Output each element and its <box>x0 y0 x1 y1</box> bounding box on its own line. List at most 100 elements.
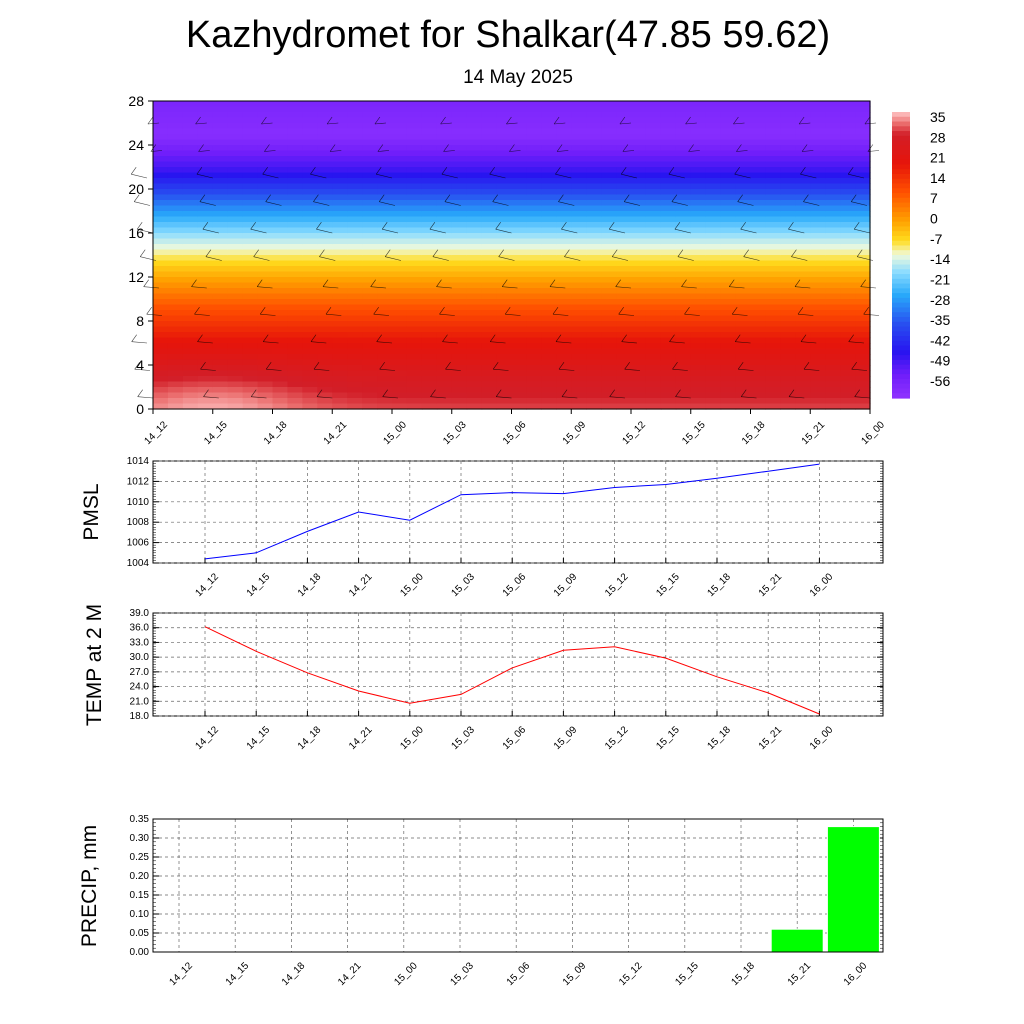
field-cell <box>317 282 333 289</box>
wind-barb <box>139 249 146 257</box>
field-cell <box>362 282 378 289</box>
field-cell <box>645 238 662 245</box>
field-cell <box>167 205 184 212</box>
field-cell <box>720 315 737 322</box>
wind-barb <box>788 222 794 230</box>
field-cell <box>302 128 318 135</box>
field-cell <box>765 183 781 190</box>
field-cell <box>541 326 557 333</box>
field-cell <box>466 332 483 339</box>
field-cell <box>436 277 453 284</box>
field-cell <box>825 348 841 355</box>
field-cell <box>750 222 767 229</box>
field-cell <box>780 315 796 322</box>
plot-frame <box>152 818 884 953</box>
field-cell <box>750 398 767 405</box>
field-cell <box>526 161 542 168</box>
field-cell <box>645 123 662 130</box>
field-cell <box>541 337 557 344</box>
field-cell <box>496 244 513 251</box>
field-cell <box>302 359 318 366</box>
field-cell <box>631 310 647 317</box>
field-cell <box>645 381 662 388</box>
wind-barb <box>265 201 282 206</box>
field-cell <box>855 244 871 251</box>
colorbar-label: 7 <box>930 190 938 206</box>
wind-barb <box>200 362 206 370</box>
field-cell <box>466 172 483 179</box>
colorbar-label: -7 <box>930 231 943 247</box>
field-cell <box>332 178 348 185</box>
field-cell <box>377 238 393 245</box>
field-cell <box>212 266 229 273</box>
field-cell <box>690 343 707 350</box>
field-cell <box>511 150 528 157</box>
field-cell <box>631 172 647 179</box>
field-cell <box>616 354 632 361</box>
field-cell <box>392 117 408 124</box>
colorbar-swatch <box>892 235 910 242</box>
wind-barb <box>555 167 561 175</box>
wind-barb <box>612 256 629 261</box>
field-cell <box>406 321 423 328</box>
field-cell <box>631 200 647 207</box>
field-cell <box>377 299 393 306</box>
field-cell <box>212 359 229 366</box>
field-cell <box>541 398 557 405</box>
field-cell <box>645 106 662 113</box>
field-cell <box>287 189 303 196</box>
field-cell <box>406 370 423 377</box>
field-cell <box>705 216 722 223</box>
wind-barb <box>379 362 385 370</box>
field-cell <box>855 233 871 240</box>
field-cell <box>616 326 632 333</box>
field-cell <box>810 277 826 284</box>
field-cell <box>377 365 393 372</box>
field-cell <box>571 326 587 333</box>
field-cell <box>795 172 811 179</box>
colorbar-swatch <box>892 393 910 399</box>
field-cell <box>347 343 363 350</box>
field-cell <box>526 315 542 322</box>
field-cell <box>272 282 289 289</box>
field-cell <box>257 161 274 168</box>
field-cell <box>347 315 363 322</box>
field-cell <box>511 277 528 284</box>
field-cell <box>735 117 752 124</box>
field-cell <box>436 398 453 405</box>
wind-barb <box>445 362 451 370</box>
field-cell <box>481 139 498 146</box>
field-cell <box>720 205 737 212</box>
field-cell <box>212 299 229 306</box>
field-cell <box>735 194 752 201</box>
field-cell <box>855 381 871 388</box>
field-cell <box>451 376 468 383</box>
wind-barb <box>310 173 327 179</box>
field-cell <box>197 123 214 130</box>
field-cell <box>765 282 781 289</box>
field-cell <box>795 101 811 108</box>
field-cell <box>302 194 318 201</box>
field-cell <box>855 332 871 339</box>
field-cell <box>317 315 333 322</box>
field-cell <box>153 106 169 113</box>
field-cell <box>153 249 169 256</box>
field-cell <box>332 150 348 157</box>
field-cell <box>556 315 572 322</box>
field-cell <box>317 139 333 146</box>
field-cell <box>631 348 647 355</box>
field-cell <box>645 387 662 394</box>
field-cell <box>675 343 692 350</box>
field-cell <box>750 112 767 119</box>
x-tick-label: 15_15 <box>654 724 682 752</box>
field-cell <box>377 321 393 328</box>
field-cell <box>406 227 423 234</box>
field-cell <box>675 134 692 141</box>
field-cell <box>362 249 378 256</box>
field-cell <box>436 117 453 124</box>
field-cell <box>347 332 363 339</box>
field-cell <box>631 387 647 394</box>
field-cell <box>421 403 438 410</box>
field-cell <box>182 172 199 179</box>
colorbar-swatch <box>892 135 910 142</box>
